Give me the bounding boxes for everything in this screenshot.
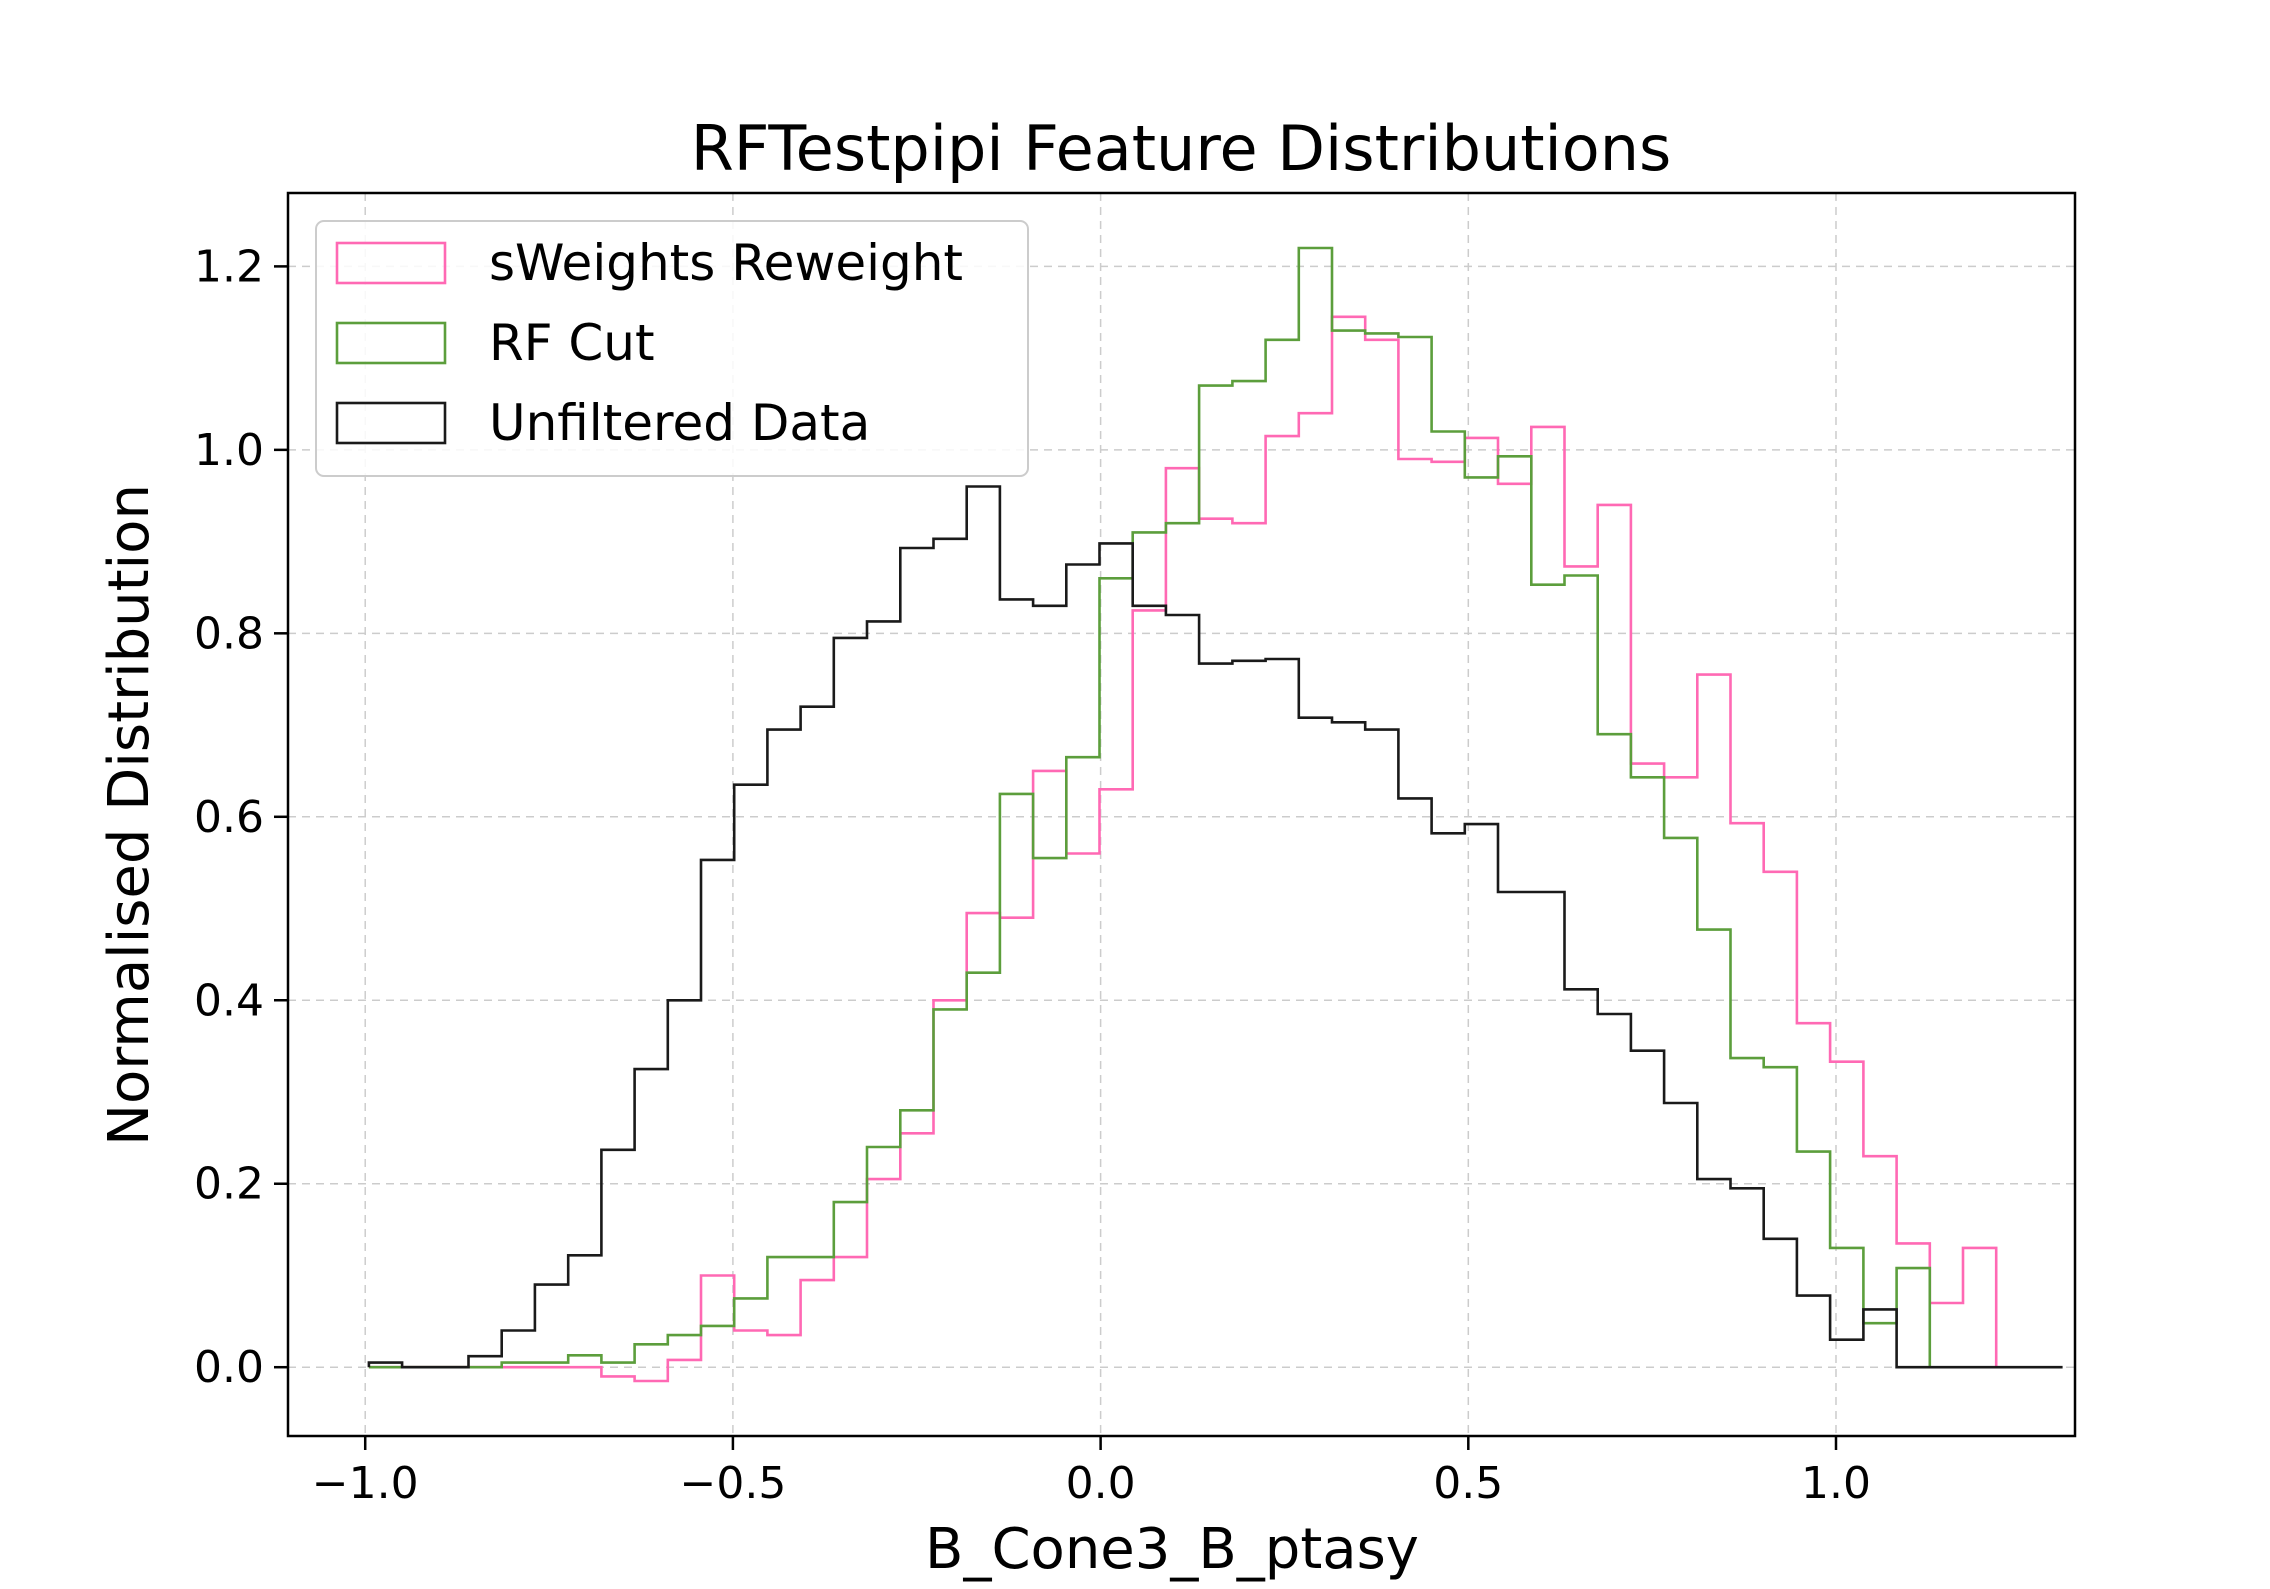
rf-cut-series xyxy=(368,246,1932,1369)
y-tick-label: 0.8 xyxy=(194,608,264,659)
y-tick-label: 1.2 xyxy=(194,241,264,292)
ticks: −1.0 −0.5 0.0 0.5 1.0 0.0 0.2 0.4 0.6 0.8 1.0 1.2 xyxy=(194,241,1871,1509)
legend-entry-rf-cut: RF Cut xyxy=(489,314,655,372)
y-tick-label: 0.2 xyxy=(194,1159,264,1210)
x-tick-label: 0.0 xyxy=(1066,1458,1136,1509)
y-tick-label: 0.6 xyxy=(194,792,264,843)
legend: sWeights Reweight RF Cut Unfiltered Data xyxy=(315,220,1029,477)
series xyxy=(367,246,2063,1383)
legend-entry-sweights-reweight: sWeights Reweight xyxy=(489,234,963,292)
x-tick-label: −1.0 xyxy=(312,1458,419,1509)
y-axis-title: Normalised Distribution xyxy=(97,484,162,1146)
y-tick-label: 0.4 xyxy=(194,975,264,1026)
plot-frame xyxy=(286,191,2077,1438)
x-axis-title: B_Cone3_B_ptasy xyxy=(925,1517,1419,1582)
legend-box xyxy=(315,220,1029,477)
unfiltered-data-series xyxy=(367,485,2063,1369)
legend-swatch xyxy=(335,241,447,285)
legend-swatch xyxy=(335,321,447,365)
x-tick-label: 0.5 xyxy=(1433,1458,1503,1509)
x-tick-label: 1.0 xyxy=(1801,1458,1871,1509)
y-tick-label: 0.0 xyxy=(194,1342,264,1393)
x-tick-label: −0.5 xyxy=(679,1458,786,1509)
legend-entry-unfiltered-data: Unfiltered Data xyxy=(489,394,870,452)
y-tick-label: 1.0 xyxy=(194,425,264,476)
sweights-reweight-series xyxy=(368,315,1998,1383)
chart-title: RFTestpipi Feature Distributions xyxy=(691,112,1672,185)
legend-swatch xyxy=(335,401,447,445)
